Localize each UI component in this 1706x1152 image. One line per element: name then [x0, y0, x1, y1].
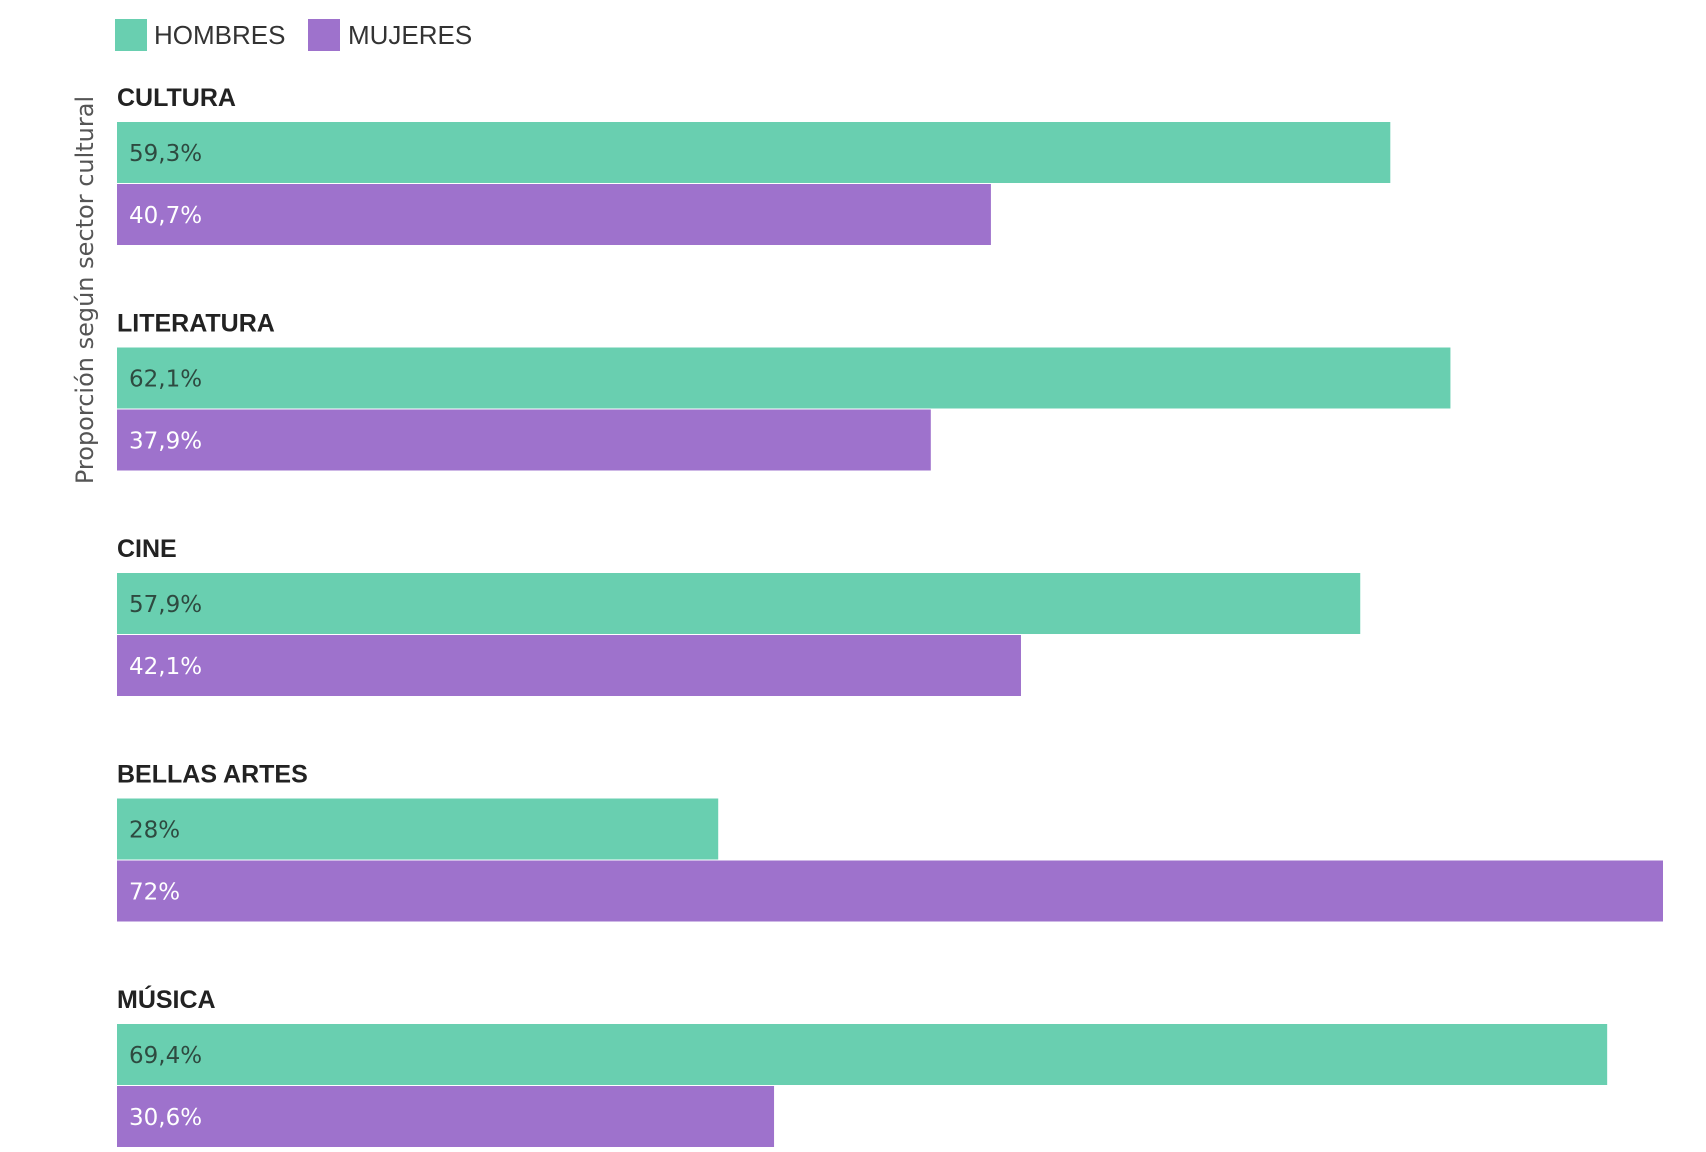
data-label-mujeres: 40,7% [129, 203, 202, 229]
data-label-hombres: 28% [129, 818, 180, 844]
category-groups: CULTURA 59,3% 40,7% LITERATURA 62,1% 37,9% CIN… [117, 84, 1663, 1147]
category-label: BELLAS ARTES [117, 761, 308, 789]
bar-hombres [117, 1024, 1608, 1085]
data-label-mujeres: 42,1% [129, 654, 202, 680]
category-group-musica: MÚSICA 69,4% 30,6% [117, 984, 1608, 1147]
bar-mujeres [117, 409, 931, 471]
legend-label-hombres: HOMBRES [154, 20, 285, 50]
y-axis-label: Proporción según sector cultural [71, 96, 99, 484]
legend: HOMBRES MUJERES [115, 19, 472, 51]
category-label: MÚSICA [117, 984, 216, 1014]
data-label-hombres: 57,9% [129, 592, 202, 618]
bar-hombres [117, 798, 719, 860]
bar-hombres [117, 573, 1361, 634]
bar-hombres [117, 347, 1451, 409]
bar-mujeres [117, 635, 1021, 696]
data-label-mujeres: 72% [129, 880, 180, 906]
legend-swatch-mujeres [308, 19, 340, 51]
category-label: LITERATURA [117, 310, 275, 338]
data-label-hombres: 59,3% [129, 141, 202, 167]
data-label-hombres: 62,1% [129, 367, 202, 393]
category-label: CULTURA [117, 84, 236, 112]
bar-mujeres [117, 184, 991, 245]
category-group-literatura: LITERATURA 62,1% 37,9% [117, 310, 1451, 471]
category-label: CINE [117, 535, 177, 563]
category-group-bellas-artes: BELLAS ARTES 28% 72% [117, 761, 1663, 922]
category-group-cine: CINE 57,9% 42,1% [117, 535, 1361, 696]
data-label-hombres: 69,4% [129, 1043, 202, 1069]
legend-label-mujeres: MUJERES [348, 20, 472, 50]
category-group-cultura: CULTURA 59,3% 40,7% [117, 84, 1391, 245]
bar-mujeres [117, 1086, 775, 1147]
bar-hombres [117, 122, 1391, 183]
legend-swatch-hombres [115, 19, 147, 51]
bar-mujeres [117, 860, 1663, 922]
data-label-mujeres: 30,6% [129, 1105, 202, 1131]
data-label-mujeres: 37,9% [129, 429, 202, 455]
